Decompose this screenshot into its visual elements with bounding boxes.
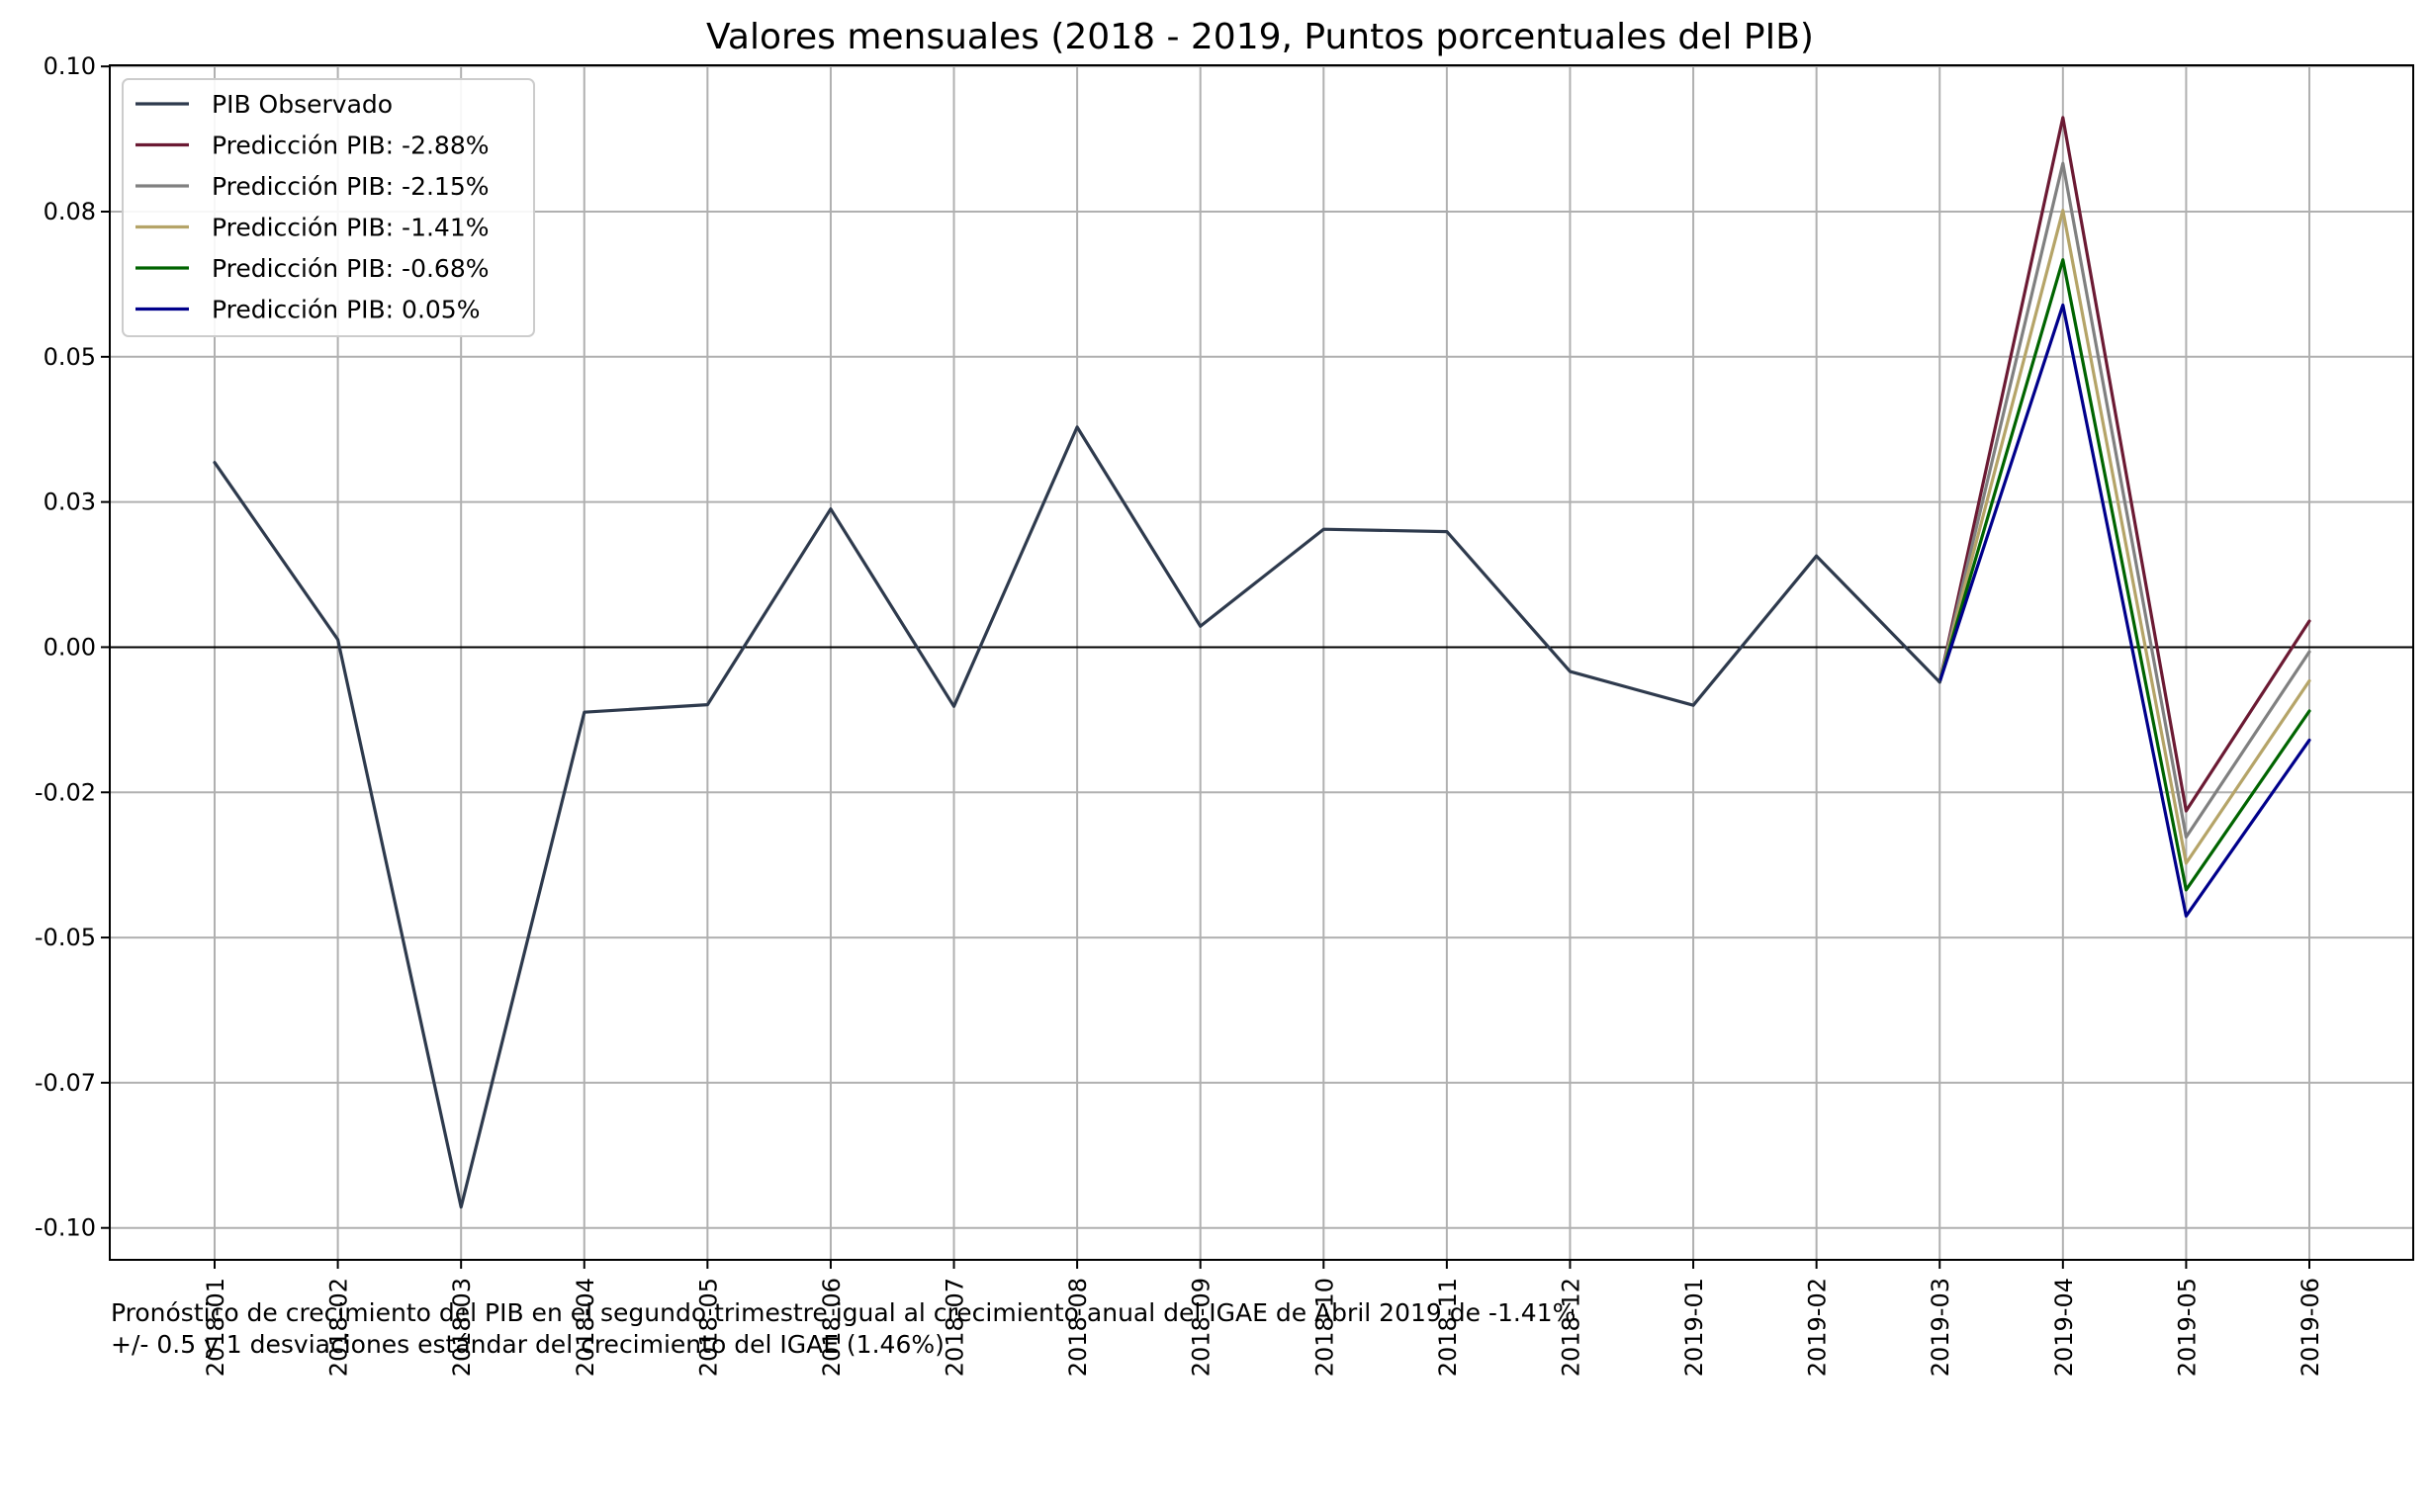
- x-tick-label: 2018-02: [325, 1278, 353, 1377]
- legend-label: Predicción PIB: -1.41%: [212, 214, 490, 242]
- legend-box: [122, 78, 535, 337]
- legend-label: Predicción PIB: -2.88%: [212, 132, 490, 160]
- legend: PIB Observado Predicción PIB: -2.88% Predi…: [122, 78, 535, 337]
- x-tick-label: 2019-04: [2050, 1278, 2078, 1377]
- series-line: [1937, 303, 2311, 918]
- y-tick-label: -0.02: [35, 778, 96, 806]
- legend-label: Predicción PIB: 0.05%: [212, 296, 480, 324]
- axes: 2018-01 2018-02 2018-03 2018-04 2018-05 2018-…: [35, 52, 2324, 1377]
- x-tick-label: 2019-03: [1927, 1278, 1954, 1377]
- y-tick-label: 0.08: [44, 198, 96, 225]
- y-tick-label: 0.00: [44, 633, 96, 661]
- y-tick-label: -0.05: [35, 924, 96, 951]
- y-tick-label: 0.03: [44, 489, 96, 516]
- y-tick-label: -0.07: [35, 1069, 96, 1097]
- series-line: [1937, 209, 2311, 865]
- series-line: [213, 425, 1941, 1209]
- footnote-line-2: +/- 0.5 y 1 desviaciones estándar del cr…: [111, 1330, 945, 1359]
- chart-title: Valores mensuales (2018 - 2019, Puntos p…: [706, 17, 1814, 57]
- legend-label: Predicción PIB: -2.15%: [212, 172, 490, 201]
- legend-label: PIB Observado: [212, 90, 393, 119]
- x-tick-label: 2018-06: [818, 1278, 846, 1377]
- x-tick-label: 2019-06: [2297, 1278, 2324, 1377]
- x-tick-label: 2018-08: [1064, 1278, 1092, 1377]
- x-tick-label: 2018-04: [572, 1278, 599, 1377]
- y-tick-label: -0.10: [35, 1214, 96, 1242]
- plot-frame: [109, 64, 2414, 1261]
- x-tick-label: 2018-05: [694, 1278, 722, 1377]
- x-tick-label: 2018-12: [1557, 1278, 1584, 1377]
- series-line: [1937, 161, 2311, 840]
- x-tick-label: 2018-09: [1188, 1278, 1216, 1377]
- x-tick-label: 2019-01: [1680, 1278, 1708, 1377]
- x-tick-label: 2019-05: [2173, 1278, 2201, 1377]
- x-tick-label: 2018-01: [202, 1278, 229, 1377]
- x-tick-label: 2019-02: [1804, 1278, 1832, 1377]
- footnote-line-1: Pronóstico de crecimiento del PIB en el …: [111, 1298, 1576, 1327]
- x-tick-label: 2018-11: [1434, 1278, 1462, 1377]
- x-tick-label: 2018-07: [942, 1278, 969, 1377]
- x-tick-label: 2018-03: [448, 1278, 476, 1377]
- legend-label: Predicción PIB: -0.68%: [212, 254, 490, 283]
- series-line: [1937, 258, 2311, 892]
- series-line: [1937, 116, 2311, 813]
- x-tick-label: 2018-10: [1310, 1278, 1338, 1377]
- series-lines: [213, 116, 2311, 1209]
- y-tick-label: 0.10: [44, 52, 96, 80]
- y-tick-label: 0.05: [44, 343, 96, 371]
